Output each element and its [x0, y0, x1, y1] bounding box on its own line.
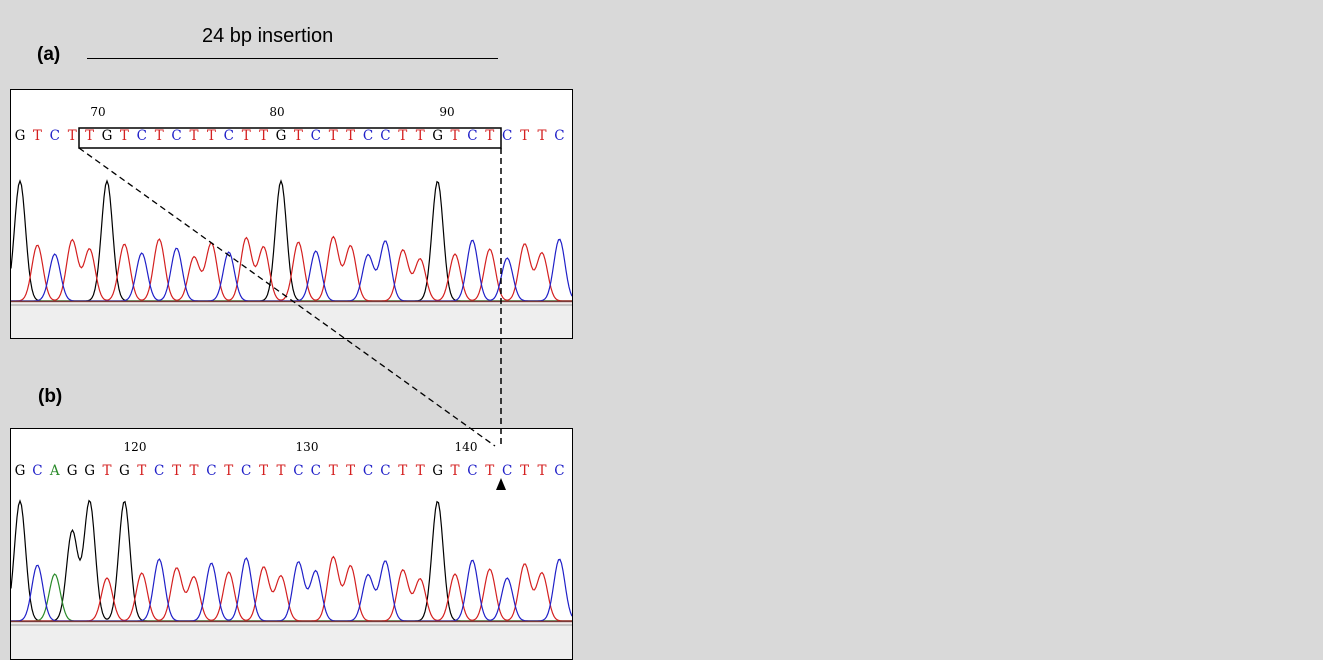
- trace-G: [11, 499, 572, 622]
- base-call: T: [416, 463, 425, 479]
- panel-b-label: (b): [38, 386, 63, 407]
- trace-T: [11, 235, 572, 302]
- base-call: T: [416, 128, 425, 144]
- base-call: C: [50, 128, 60, 144]
- chromatogram-panel-b: 120 130 140 G C A G G T G T C T T C T C T T C C T T C C T T G T C T C T T…: [10, 428, 573, 660]
- base-call: T: [450, 463, 459, 479]
- base-call: T: [398, 128, 407, 144]
- base-call: C: [137, 128, 147, 144]
- base-call: G: [102, 128, 113, 144]
- ruler-label: 140: [455, 440, 478, 454]
- base-call: C: [380, 463, 390, 479]
- base-call: C: [171, 128, 181, 144]
- base-call: T: [329, 463, 338, 479]
- base-call: T: [259, 128, 268, 144]
- base-call: C: [224, 128, 234, 144]
- base-call: T: [189, 128, 198, 144]
- base-call: C: [467, 463, 477, 479]
- base-call: C: [206, 463, 216, 479]
- base-call: C: [554, 128, 564, 144]
- base-call: T: [537, 128, 546, 144]
- base-call: T: [346, 128, 355, 144]
- base-call: C: [363, 128, 373, 144]
- base-call: T: [207, 128, 216, 144]
- base-call: C: [311, 128, 321, 144]
- base-call: G: [432, 128, 443, 144]
- base-call: T: [450, 128, 459, 144]
- base-call: C: [363, 463, 373, 479]
- base-call: G: [276, 128, 287, 144]
- scroll-area: [11, 623, 572, 659]
- base-call: C: [293, 463, 303, 479]
- base-call: T: [155, 128, 164, 144]
- base-call: T: [520, 463, 529, 479]
- trace-G: [11, 179, 572, 302]
- base-call: G: [84, 463, 95, 479]
- base-call: G: [432, 463, 443, 479]
- chromatogram-a-svg: 70 80 90G T C T T G T C T C T T C T T G T C T T C C T T G T C T C T T C: [11, 105, 572, 338]
- ruler-label: 70: [90, 105, 105, 119]
- ruler-label: 80: [269, 105, 284, 119]
- base-call: A: [49, 463, 60, 479]
- base-call: T: [102, 463, 111, 479]
- base-call: T: [68, 128, 77, 144]
- base-call: C: [380, 128, 390, 144]
- scroll-area: [11, 303, 572, 338]
- ruler-label: 120: [124, 440, 147, 454]
- base-call: C: [241, 463, 251, 479]
- base-call: C: [154, 463, 164, 479]
- base-call: T: [520, 128, 529, 144]
- base-call: C: [311, 463, 321, 479]
- base-call: T: [276, 463, 285, 479]
- panel-a-label: (a): [37, 44, 61, 65]
- base-call: T: [485, 128, 494, 144]
- base-call: G: [15, 463, 26, 479]
- base-call: T: [189, 463, 198, 479]
- insertion-bracket-line: [87, 58, 498, 59]
- base-call: T: [259, 463, 268, 479]
- base-call: G: [119, 463, 130, 479]
- base-call: T: [329, 128, 338, 144]
- base-call: C: [554, 463, 564, 479]
- base-call: C: [467, 128, 477, 144]
- base-call: T: [85, 128, 94, 144]
- base-call: T: [485, 463, 494, 479]
- base-call: C: [502, 463, 512, 479]
- base-call: T: [137, 463, 146, 479]
- base-call: T: [33, 128, 42, 144]
- base-call: T: [242, 128, 251, 144]
- base-call: T: [224, 463, 233, 479]
- ruler-label: 90: [439, 105, 454, 119]
- base-call: T: [172, 463, 181, 479]
- base-call: C: [32, 463, 42, 479]
- base-call: G: [67, 463, 78, 479]
- base-call: T: [294, 128, 303, 144]
- base-call: T: [120, 128, 129, 144]
- base-call: T: [398, 463, 407, 479]
- insertion-title: 24 bp insertion: [202, 25, 334, 47]
- base-call: G: [15, 128, 26, 144]
- base-call: C: [502, 128, 512, 144]
- base-call: T: [346, 463, 355, 479]
- chromatogram-panel-a: 70 80 90 G T C T T G T C T C T T C T T G T C T T C C T T G T C T C T T C: [10, 89, 573, 339]
- trace-T: [11, 555, 572, 622]
- base-call: T: [537, 463, 546, 479]
- ruler-label: 130: [296, 440, 319, 454]
